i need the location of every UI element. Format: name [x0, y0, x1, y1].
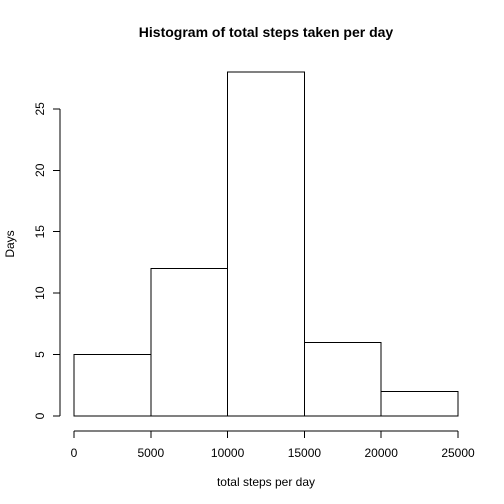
y-tick-label: 10 [33, 286, 47, 300]
histogram-bar-1 [150, 268, 229, 417]
bars-layer [73, 71, 459, 417]
chart-title: Histogram of total steps taken per day [139, 24, 394, 40]
y-tick-label: 5 [33, 351, 47, 358]
y-tick-label: 20 [33, 163, 47, 177]
y-tick-label: 0 [33, 412, 47, 419]
x-axis: 0 5000 10000 15000 20000 25000 [71, 430, 475, 460]
x-tick-label: 10000 [211, 446, 245, 460]
y-axis: 0 5 10 15 20 25 [33, 102, 61, 419]
x-tick-label: 5000 [137, 446, 164, 460]
x-tick-label: 25000 [441, 446, 475, 460]
y-tick-label: 25 [33, 102, 47, 116]
y-tick-label: 15 [33, 225, 47, 239]
histogram-bar-4 [380, 390, 459, 417]
histogram-bar-3 [303, 341, 382, 417]
x-tick-label: 0 [71, 446, 78, 460]
x-tick-label: 20000 [365, 446, 399, 460]
y-axis-label: Days [3, 230, 17, 257]
histogram-bar-0 [73, 354, 152, 417]
histogram-bar-2 [227, 71, 305, 417]
x-axis-label: total steps per day [217, 475, 315, 489]
x-tick-label: 15000 [288, 446, 322, 460]
